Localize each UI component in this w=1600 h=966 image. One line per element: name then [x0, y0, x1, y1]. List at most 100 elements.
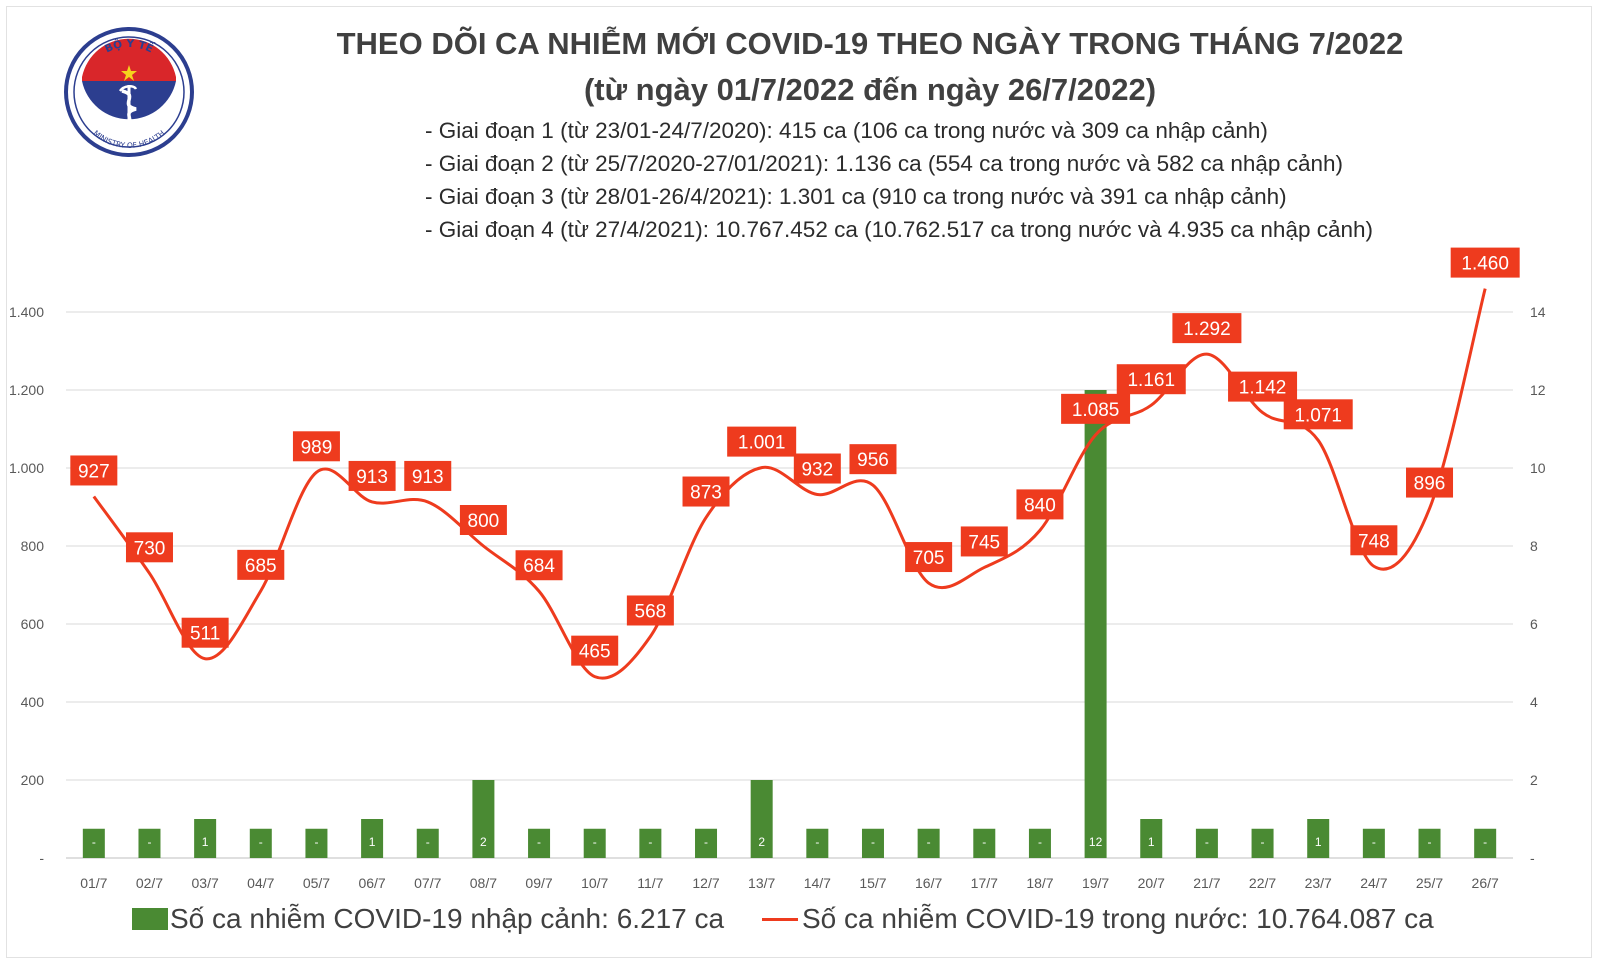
line-data-label-box: [682, 476, 730, 507]
line-data-label-box: [292, 431, 340, 462]
line-data-label: 705: [913, 548, 945, 569]
x-tick-label: 19/7: [1082, 875, 1109, 891]
bar-data-label: -: [1205, 835, 1209, 849]
line-data-label-box: [571, 635, 619, 666]
bar: [1195, 828, 1218, 858]
x-tick-label: 02/7: [136, 875, 163, 891]
y-right-tick-label: 10: [1530, 460, 1546, 476]
line-data-label: 989: [301, 437, 333, 458]
bar: [194, 819, 217, 858]
bar-data-label: 1: [369, 835, 376, 849]
y-left-tick-label: 1.400: [9, 304, 44, 320]
line-data-label-box: [727, 426, 797, 457]
line-data-label: 956: [857, 450, 889, 471]
x-tick-label: 24/7: [1360, 875, 1387, 891]
x-tick-label: 22/7: [1249, 875, 1276, 891]
line-data-label: 1.085: [1072, 400, 1120, 421]
bar-data-label: 1: [1148, 835, 1155, 849]
bar-data-label: -: [426, 835, 430, 849]
legend-bar-swatch: [132, 908, 168, 930]
bar-data-label: -: [1261, 835, 1265, 849]
line-data-label-box: [404, 460, 452, 491]
bar: [861, 828, 884, 858]
line-data-label-box: [1116, 364, 1186, 395]
line-data-label: 896: [1414, 474, 1446, 495]
y-right-tick-label: 2: [1530, 772, 1538, 788]
bar: [973, 828, 996, 858]
bar: [1362, 828, 1385, 858]
chart-subtitle: (từ ngày 01/7/2022 đến ngày 26/7/2022): [583, 72, 1157, 107]
bar-data-label: -: [1038, 835, 1042, 849]
line-data-label-box: [849, 444, 897, 475]
line-data-label-box: [1228, 371, 1298, 402]
x-tick-label: 12/7: [692, 875, 719, 891]
line-data-label-box: [459, 505, 507, 535]
legend-line-label: Số ca nhiễm COVID-19 trong nước: 10.764.…: [802, 903, 1434, 934]
line-data-label: 913: [412, 467, 444, 488]
bar-data-label: -: [815, 835, 819, 849]
period-line-1: - Giai đoạn 1 (từ 23/01-24/7/2020): 415 …: [425, 118, 1268, 143]
line-data-label: 685: [245, 556, 277, 577]
x-tick-label: 14/7: [804, 875, 831, 891]
bar: [583, 828, 606, 858]
x-tick-label: 09/7: [525, 875, 552, 891]
y-left-tick-label: 200: [21, 772, 45, 788]
period-line-2: - Giai đoạn 2 (từ 25/7/2020-27/01/2021):…: [425, 151, 1343, 176]
y-right-tick-label: 6: [1530, 616, 1538, 632]
bar-data-label: -: [92, 835, 96, 849]
x-tick-label: 03/7: [192, 875, 219, 891]
bar-data-label: -: [147, 835, 151, 849]
line-data-label: 1.460: [1461, 254, 1509, 275]
line-data-label-box: [960, 526, 1008, 557]
x-tick-label: 25/7: [1416, 875, 1443, 891]
line-data-label: 1.142: [1239, 378, 1287, 399]
y-left-tick-label: -: [39, 850, 44, 866]
bar: [82, 828, 105, 858]
bar-data-label: 1: [1315, 835, 1322, 849]
line-data-label-box: [1350, 525, 1398, 556]
x-tick-label: 06/7: [358, 875, 385, 891]
bar-data-label: -: [1372, 835, 1376, 849]
bar: [249, 828, 272, 858]
line-data-label: 1.161: [1127, 370, 1175, 391]
chart-title: THEO DÕI CA NHIỄM MỚI COVID-19 THEO NGÀY…: [336, 26, 1404, 61]
line-data-label: 511: [190, 624, 220, 645]
line-data-label: 1.001: [738, 433, 786, 454]
line-data-label-box: [626, 595, 674, 626]
bar-data-label: -: [1428, 835, 1432, 849]
line-data-label: 745: [968, 532, 1000, 553]
bar-data-label: -: [648, 835, 652, 849]
y-right-tick-label: 8: [1530, 538, 1538, 554]
bar-data-label: -: [259, 835, 263, 849]
bar: [806, 828, 829, 858]
svg-text:BỘ Y TẾ: BỘ Y TẾ: [103, 37, 157, 55]
chart-frame: [6, 6, 1592, 958]
x-tick-label: 04/7: [247, 875, 274, 891]
bar: [1084, 390, 1107, 858]
series-line-domestic: [92, 288, 1487, 680]
line-data-label: 873: [690, 483, 722, 504]
x-tick-label: 15/7: [859, 875, 886, 891]
x-tick-label: 17/7: [971, 875, 998, 891]
line-data-label-box: [1061, 393, 1131, 424]
bar: [361, 819, 384, 858]
y-left-tick-label: 800: [21, 538, 45, 554]
bar-data-label: 12: [1089, 835, 1103, 849]
line-data-label: 568: [635, 601, 667, 622]
x-tick-label: 01/7: [80, 875, 107, 891]
bar: [1251, 828, 1274, 858]
x-tick-label: 23/7: [1305, 875, 1332, 891]
y-right-tick-label: 14: [1530, 304, 1546, 320]
period-line-3: - Giai đoạn 3 (từ 28/01-26/4/2021): 1.30…: [425, 184, 1287, 209]
bar: [917, 828, 940, 858]
y-left-tick-label: 600: [21, 616, 45, 632]
y-left-tick-label: 1.200: [9, 382, 44, 398]
line-data-label: 465: [579, 642, 611, 663]
x-tick-label: 11/7: [637, 875, 663, 891]
bar-data-label: 2: [758, 835, 765, 849]
x-tick-label: 16/7: [915, 875, 942, 891]
logo-top-text: BỘ Y TẾ: [103, 37, 157, 55]
line-data-label-box: [70, 455, 118, 486]
line-data-label: 748: [1358, 531, 1390, 552]
y-right-tick-label: 12: [1530, 382, 1546, 398]
